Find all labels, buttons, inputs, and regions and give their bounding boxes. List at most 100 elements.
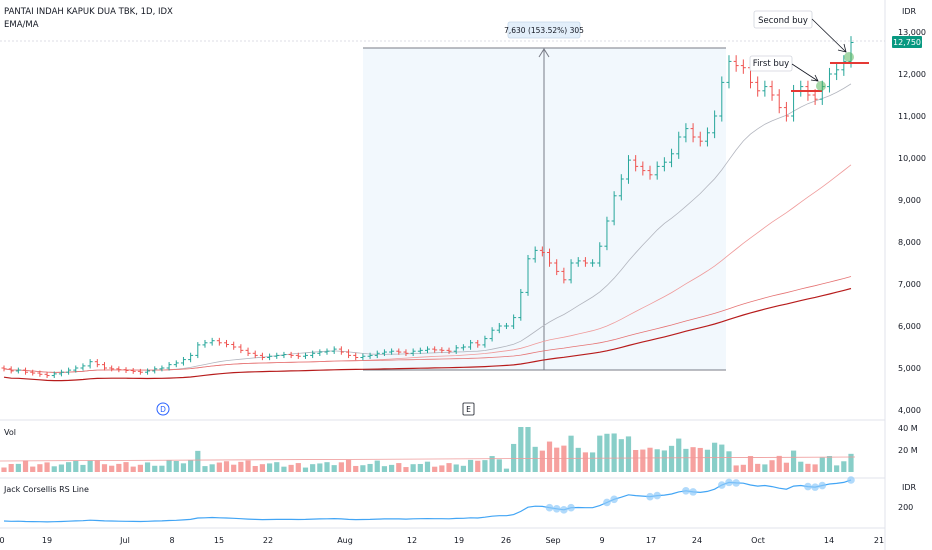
volume-bar	[554, 447, 560, 472]
rs-new-high-dot	[732, 479, 740, 487]
volume-bar	[209, 464, 215, 472]
rs-new-high-dot	[545, 503, 554, 512]
second-buy-label: Second buy	[758, 16, 808, 26]
price-tick-label: 9,000	[898, 196, 921, 205]
volume-bar	[848, 453, 854, 472]
rs-new-high-dot	[804, 482, 812, 491]
volume-bar	[202, 466, 208, 472]
price-tick-label: 12,000	[898, 70, 926, 79]
volume-bar	[331, 465, 337, 472]
time-tick-label: 14	[824, 536, 834, 545]
volume-bar	[295, 463, 301, 472]
volume-bar	[798, 461, 804, 472]
volume-bar	[604, 433, 610, 472]
volume-bar	[58, 464, 65, 472]
volume-bar	[575, 447, 581, 472]
volume-bar	[166, 460, 172, 472]
second-buy-marker[interactable]	[844, 52, 854, 62]
volume-bar	[740, 464, 746, 472]
volume-bar	[101, 464, 108, 472]
volume-bar	[367, 463, 373, 472]
volume-bar	[1, 467, 7, 472]
volume-bar	[266, 463, 273, 472]
volume-bar	[223, 461, 230, 472]
volume-bar	[80, 464, 86, 472]
first-buy-callout[interactable]	[749, 55, 793, 72]
volume-bar	[805, 463, 811, 472]
volume-bar	[73, 460, 79, 472]
price-tick-label: 10,000	[898, 154, 926, 163]
dividend-marker-label: D	[160, 405, 166, 414]
volume-average-line	[0, 456, 856, 462]
volume-bar	[317, 463, 323, 472]
price-tick-label: 6,000	[898, 322, 921, 331]
volume-bar	[245, 460, 251, 472]
rs-new-high-dot	[847, 476, 855, 484]
volume-bar	[15, 463, 21, 472]
volume-bar	[518, 427, 524, 472]
volume-bar	[475, 460, 481, 472]
volume-bar	[525, 427, 531, 472]
volume-bar	[137, 464, 143, 472]
volume-bar	[582, 452, 589, 472]
volume-bar	[417, 463, 423, 472]
rs-new-high-dot	[552, 504, 561, 513]
symbol-line: PANTAI INDAH KAPUK DUA TBK, 1D, IDX	[4, 7, 173, 17]
price-tag-value: 12,750	[893, 38, 921, 47]
volume-bar	[180, 463, 187, 472]
first-buy-label: First buy	[753, 59, 789, 69]
volume-bar	[618, 439, 624, 472]
time-tick-label: 19	[42, 536, 52, 545]
volume-bar	[44, 462, 50, 472]
volume-bar	[259, 464, 266, 472]
volume-tick-20m: 20 M	[898, 446, 918, 455]
price-axis: 13,000 12,000 11,000 10,000 9,000 8,000 7,000 6…	[898, 28, 926, 415]
volume-bar	[116, 463, 122, 472]
volume-bar	[826, 456, 833, 472]
time-tick-label: 17	[646, 536, 656, 545]
volume-bar	[539, 450, 545, 472]
price-tick-label: 4,000	[898, 406, 921, 415]
volume-bar	[661, 450, 667, 472]
volume-bar	[37, 464, 43, 472]
volume-bar	[611, 433, 617, 472]
rs-new-high-dot	[689, 488, 697, 496]
currency-label[interactable]: IDR	[902, 7, 917, 16]
volume-title: Vol	[4, 428, 16, 437]
volume-bar	[647, 447, 653, 472]
volume-bar	[403, 467, 409, 472]
rs-new-high-dot	[603, 498, 611, 507]
volume-bar	[719, 444, 725, 472]
volume-bar	[432, 466, 438, 472]
volume-bar	[195, 450, 201, 472]
volume-bar	[310, 464, 316, 472]
volume-bar	[188, 460, 194, 472]
ma-200-line	[3, 287, 852, 382]
volume-bar	[812, 464, 818, 472]
first-buy-pointer	[791, 63, 819, 82]
volume-bar	[345, 459, 352, 472]
volume-bar	[690, 447, 696, 472]
volume-bar	[625, 436, 632, 472]
first-buy-marker[interactable]	[816, 81, 826, 91]
volume-bar	[130, 466, 136, 472]
volume-bar	[109, 465, 115, 472]
volume-bar	[561, 445, 567, 472]
indicator-label[interactable]: EMA/MA	[4, 20, 39, 30]
volume-bar	[144, 462, 151, 472]
volume-bar	[783, 462, 789, 472]
volume-bar	[511, 443, 517, 472]
volume-bar	[489, 456, 495, 472]
rs-title: Jack Corsellis RS Line	[3, 485, 89, 494]
volume-bar	[683, 448, 689, 472]
earnings-marker[interactable]	[462, 402, 475, 416]
volume-bar	[87, 460, 93, 472]
measure-arrow-head	[538, 48, 550, 58]
volume-bar	[446, 463, 452, 472]
time-tick-label: 24	[692, 536, 702, 545]
time-tick-label: Sep	[545, 536, 560, 545]
volume-bar	[697, 447, 703, 472]
dividend-marker[interactable]	[156, 402, 170, 416]
volume-bar	[66, 462, 72, 472]
